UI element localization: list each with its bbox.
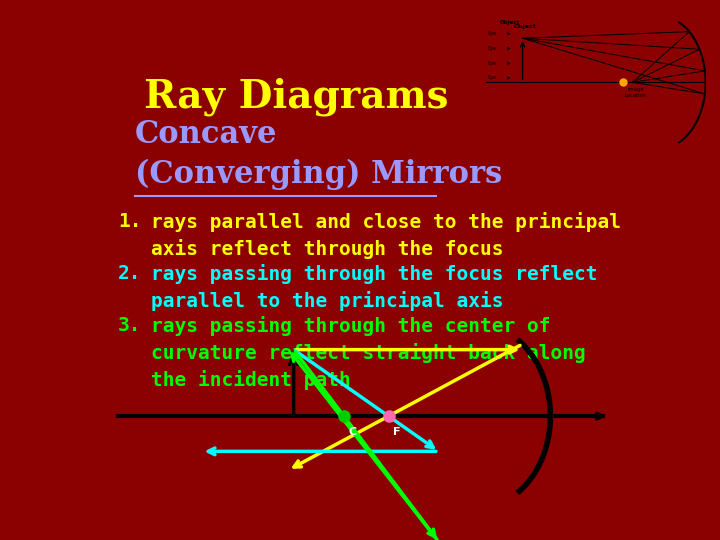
- Text: Eye: Eye: [488, 31, 497, 36]
- Text: the incident path: the incident path: [151, 370, 351, 390]
- Text: 3.: 3.: [118, 316, 141, 335]
- Text: Eye: Eye: [488, 46, 497, 51]
- Text: Concave: Concave: [135, 119, 277, 150]
- Text: axis reflect through the focus: axis reflect through the focus: [151, 239, 504, 259]
- Text: 1.: 1.: [118, 212, 141, 232]
- Text: rays parallel and close to the principal: rays parallel and close to the principal: [151, 212, 621, 232]
- Text: Object: Object: [500, 19, 520, 24]
- Text: curvature reflect straight back along: curvature reflect straight back along: [151, 343, 586, 363]
- Text: 2.: 2.: [118, 265, 141, 284]
- Text: rays passing through the focus reflect: rays passing through the focus reflect: [151, 265, 598, 285]
- Text: Image
Location: Image Location: [625, 87, 647, 98]
- Text: Object: Object: [513, 24, 536, 29]
- Text: parallel to the principal axis: parallel to the principal axis: [151, 292, 504, 312]
- Text: rays passing through the center of: rays passing through the center of: [151, 316, 551, 336]
- Text: F: F: [393, 427, 400, 436]
- Text: (Converging) Mirrors: (Converging) Mirrors: [135, 158, 502, 190]
- Text: Ray Diagrams: Ray Diagrams: [144, 77, 449, 116]
- Text: Eye: Eye: [488, 76, 497, 80]
- Text: C: C: [348, 427, 356, 436]
- Text: Eye: Eye: [488, 60, 497, 66]
